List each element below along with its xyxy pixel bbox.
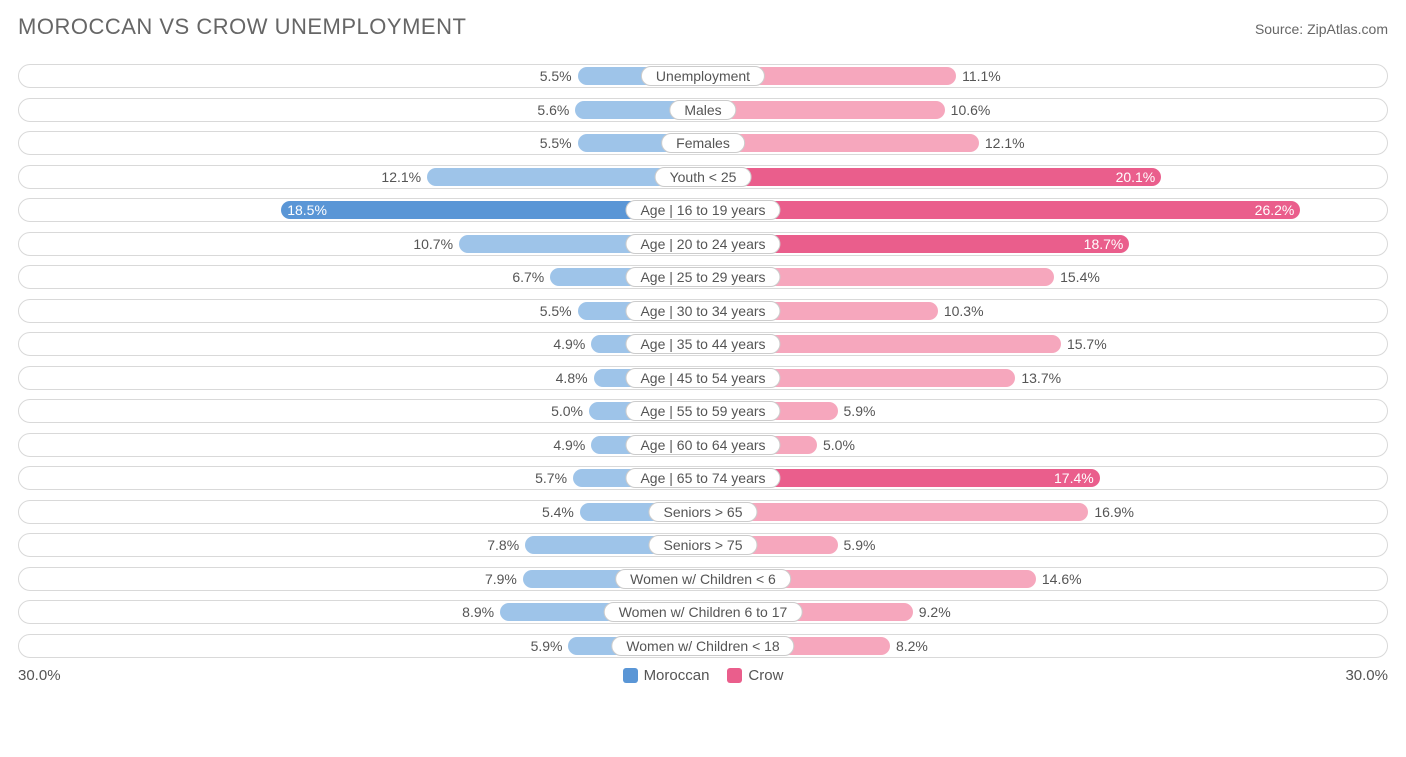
diverging-bar-chart: 5.5%11.1%Unemployment5.6%10.6%Males5.5%1… — [18, 64, 1388, 658]
value-left: 5.5% — [540, 303, 578, 319]
value-left: 7.9% — [485, 571, 523, 587]
chart-row: 12.1% 20.1% Youth < 25 — [18, 165, 1388, 189]
value-right: 10.6% — [945, 102, 991, 118]
category-label: Age | 30 to 34 years — [625, 301, 780, 321]
category-label: Age | 25 to 29 years — [625, 267, 780, 287]
axis-max-right: 30.0% — [1345, 667, 1388, 684]
category-label: Seniors > 75 — [649, 535, 758, 555]
value-left: 10.7% — [413, 236, 459, 252]
category-label: Females — [661, 133, 745, 153]
value-right: 13.7% — [1015, 370, 1061, 386]
category-label: Age | 55 to 59 years — [625, 401, 780, 421]
header: MOROCCAN VS CROW UNEMPLOYMENT Source: Zi… — [18, 14, 1388, 40]
value-right: 14.6% — [1036, 571, 1082, 587]
chart-row: 18.5% 26.2% Age | 16 to 19 years — [18, 198, 1388, 222]
chart-row: 5.4%16.9%Seniors > 65 — [18, 500, 1388, 524]
chart-row: 5.5% 10.3% Age | 30 to 34 years — [18, 299, 1388, 323]
legend-item-left: Moroccan — [623, 667, 710, 684]
value-right: 20.1% — [1116, 169, 1156, 185]
chart-row: 4.9% 5.0% Age | 60 to 64 years — [18, 433, 1388, 457]
category-label: Age | 35 to 44 years — [625, 334, 780, 354]
value-right: 11.1% — [956, 68, 1001, 84]
value-left: 5.6% — [537, 102, 575, 118]
chart-row: 4.8% 13.7% Age | 45 to 54 years — [18, 366, 1388, 390]
category-label: Males — [669, 100, 736, 120]
legend: Moroccan Crow — [623, 667, 784, 684]
value-right: 26.2% — [1255, 202, 1295, 218]
category-label: Age | 16 to 19 years — [625, 200, 780, 220]
bar-right: 10.6% — [703, 101, 945, 119]
category-label: Women w/ Children < 6 — [615, 569, 791, 589]
source-attribution: Source: ZipAtlas.com — [1255, 21, 1388, 37]
value-left: 4.9% — [553, 336, 591, 352]
category-label: Seniors > 65 — [649, 502, 758, 522]
chart-title: MOROCCAN VS CROW UNEMPLOYMENT — [18, 14, 466, 40]
bar-right: 20.1% — [703, 168, 1161, 186]
chart-footer: 30.0% Moroccan Crow 30.0% — [18, 667, 1388, 684]
value-right: 17.4% — [1054, 470, 1094, 486]
chart-row: 5.7% 17.4% Age | 65 to 74 years — [18, 466, 1388, 490]
chart-row: 5.6%10.6%Males — [18, 98, 1388, 122]
source-label: Source: — [1255, 21, 1303, 37]
value-left: 6.7% — [512, 269, 550, 285]
value-right: 15.7% — [1061, 336, 1107, 352]
value-right: 9.2% — [913, 604, 951, 620]
chart-row: 5.5% 11.1% Unemployment — [18, 64, 1388, 88]
value-right: 5.0% — [817, 437, 855, 453]
category-label: Women w/ Children < 18 — [611, 636, 794, 656]
chart-row: 5.5% 12.1% Females — [18, 131, 1388, 155]
value-right: 5.9% — [838, 537, 876, 553]
value-right: 5.9% — [838, 403, 876, 419]
legend-label-right: Crow — [748, 667, 783, 684]
value-right: 15.4% — [1054, 269, 1100, 285]
value-left: 5.4% — [542, 504, 580, 520]
value-right: 12.1% — [979, 135, 1025, 151]
value-left: 4.8% — [556, 370, 594, 386]
value-left: 5.5% — [540, 68, 578, 84]
category-label: Age | 20 to 24 years — [625, 234, 780, 254]
legend-swatch-right — [727, 668, 742, 683]
category-label: Youth < 25 — [655, 167, 752, 187]
value-left: 8.9% — [462, 604, 500, 620]
legend-label-left: Moroccan — [644, 667, 710, 684]
bar-right: 16.9% — [703, 503, 1088, 521]
chart-row: 7.9% 14.6% Women w/ Children < 6 — [18, 567, 1388, 591]
legend-item-right: Crow — [727, 667, 783, 684]
chart-row: 8.9% 9.2% Women w/ Children 6 to 17 — [18, 600, 1388, 624]
value-right: 10.3% — [938, 303, 984, 319]
chart-row: 7.8% 5.9% Seniors > 75 — [18, 533, 1388, 557]
legend-swatch-left — [623, 668, 638, 683]
value-left: 7.8% — [487, 537, 525, 553]
axis-max-left: 30.0% — [18, 667, 61, 684]
value-left: 5.9% — [531, 638, 569, 654]
bar-right: 26.2% — [703, 201, 1300, 219]
value-left: 5.0% — [551, 403, 589, 419]
value-right: 18.7% — [1084, 236, 1124, 252]
value-left: 18.5% — [287, 202, 327, 218]
value-right: 16.9% — [1088, 504, 1134, 520]
value-left: 4.9% — [553, 437, 591, 453]
category-label: Age | 60 to 64 years — [625, 435, 780, 455]
value-left: 5.5% — [540, 135, 578, 151]
value-left: 12.1% — [381, 169, 427, 185]
value-left: 5.7% — [535, 470, 573, 486]
category-label: Age | 45 to 54 years — [625, 368, 780, 388]
chart-row: 6.7% 15.4% Age | 25 to 29 years — [18, 265, 1388, 289]
chart-row: 4.9% 15.7% Age | 35 to 44 years — [18, 332, 1388, 356]
chart-row: 5.9% 8.2% Women w/ Children < 18 — [18, 634, 1388, 658]
category-label: Unemployment — [641, 66, 765, 86]
category-label: Age | 65 to 74 years — [625, 468, 780, 488]
value-right: 8.2% — [890, 638, 928, 654]
chart-row: 10.7% 18.7% Age | 20 to 24 years — [18, 232, 1388, 256]
chart-row: 5.0% 5.9% Age | 55 to 59 years — [18, 399, 1388, 423]
category-label: Women w/ Children 6 to 17 — [604, 602, 803, 622]
source-name: ZipAtlas.com — [1307, 21, 1388, 37]
